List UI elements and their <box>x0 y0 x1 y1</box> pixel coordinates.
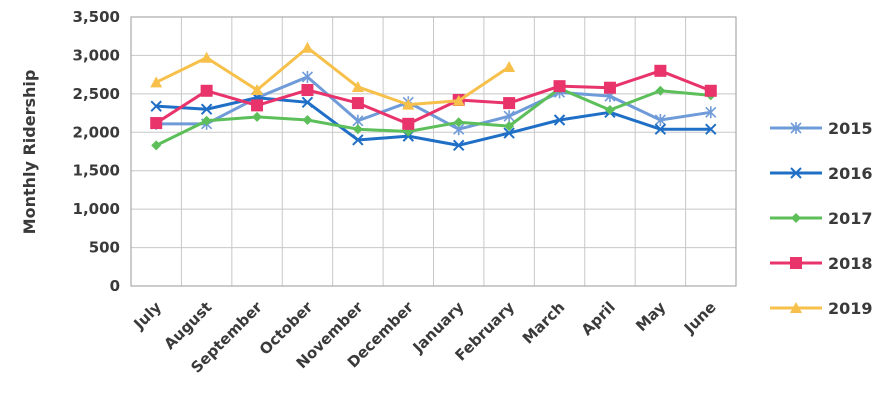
data-point <box>251 99 264 112</box>
data-point <box>150 117 163 130</box>
legend: 2015 2016 2017 2018 2019 <box>770 119 873 318</box>
data-point <box>704 84 717 97</box>
y-tick-label: 3,000 <box>73 46 120 64</box>
data-point <box>553 80 566 93</box>
data-point <box>654 123 667 135</box>
legend-item-2017: 2017 <box>770 209 873 228</box>
series-line-2016 <box>156 96 711 147</box>
data-point <box>200 84 213 97</box>
data-point <box>200 51 213 63</box>
y-axis-tick-labels: 0 500 1,000 1,500 2,000 2,500 3,000 3,500 <box>73 8 120 295</box>
y-tick-label: 3,500 <box>73 8 120 26</box>
data-point <box>654 64 667 77</box>
data-point <box>403 126 414 137</box>
data-point <box>302 114 313 125</box>
data-point <box>790 257 802 269</box>
data-point <box>503 127 515 139</box>
data-point <box>352 124 363 135</box>
data-point <box>402 117 415 130</box>
legend-label: 2015 <box>828 119 873 138</box>
legend-label: 2018 <box>828 254 873 273</box>
x-tick-label: March <box>519 298 569 348</box>
data-point <box>301 41 314 53</box>
legend-item-2015: 2015 <box>770 119 873 138</box>
data-point <box>790 122 802 134</box>
data-point <box>200 103 213 115</box>
y-tick-label: 2,000 <box>73 123 120 141</box>
data-point <box>655 85 666 96</box>
x-tick-label: July <box>130 298 166 334</box>
data-point <box>453 117 464 128</box>
y-axis-title: Monthly Ridership <box>20 70 39 235</box>
data-point <box>553 114 566 126</box>
data-point <box>252 111 263 122</box>
data-point <box>654 113 666 126</box>
series-lines <box>150 41 717 152</box>
y-tick-label: 0 <box>110 277 120 295</box>
series-line-2017 <box>155 86 711 147</box>
data-point <box>790 167 802 179</box>
legend-item-2016: 2016 <box>770 164 873 183</box>
data-point <box>251 84 264 96</box>
data-point <box>603 81 616 94</box>
data-point <box>402 98 415 110</box>
data-point <box>604 104 615 115</box>
data-point <box>151 140 162 151</box>
x-axis-tick-labels: JulyAugustSeptemberOctoberNovemberDecemb… <box>130 298 720 377</box>
series-line-2019 <box>155 46 510 107</box>
data-point <box>453 139 465 152</box>
data-point <box>351 97 364 110</box>
data-point <box>705 123 717 135</box>
x-tick-label: April <box>578 298 619 339</box>
data-point <box>301 96 314 109</box>
data-point <box>452 94 465 106</box>
y-tick-label: 1,000 <box>73 200 120 218</box>
data-point <box>503 110 515 123</box>
y-tick-label: 500 <box>89 239 120 257</box>
data-point <box>352 134 364 146</box>
x-tick-label: May <box>632 298 669 335</box>
data-point <box>150 100 162 112</box>
series-line-2018 <box>155 69 712 126</box>
series-2018 <box>150 64 717 130</box>
legend-label: 2016 <box>828 164 873 183</box>
x-tick-label: June <box>680 298 720 338</box>
y-tick-label: 1,500 <box>73 162 120 180</box>
data-point <box>351 80 364 92</box>
data-point <box>791 213 801 223</box>
data-point <box>150 76 163 88</box>
data-point <box>504 121 515 132</box>
data-point <box>201 115 212 126</box>
data-point <box>301 84 314 97</box>
legend-item-2019: 2019 <box>770 299 873 318</box>
y-tick-label: 2,500 <box>73 85 120 103</box>
legend-label: 2019 <box>828 299 873 318</box>
gridlines <box>130 16 737 287</box>
plot-area-border <box>130 16 737 287</box>
data-point <box>503 60 516 72</box>
data-point <box>301 70 314 83</box>
data-point <box>503 97 516 110</box>
legend-item-2018: 2018 <box>770 254 873 273</box>
series-2019 <box>150 41 516 110</box>
legend-label: 2017 <box>828 209 873 228</box>
data-point <box>705 106 717 119</box>
data-point <box>790 302 802 313</box>
